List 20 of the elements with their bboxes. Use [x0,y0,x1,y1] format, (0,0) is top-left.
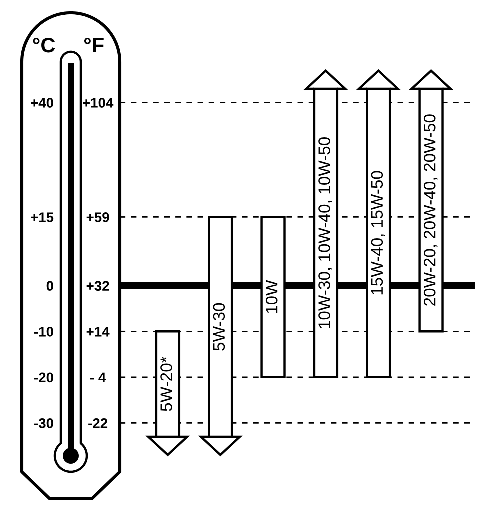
y2-axis-title: °F [84,38,104,52]
y-tick-label: 0 [46,281,54,292]
y2-tick-label: -22 [88,418,108,428]
y-tick-label: -10 [34,327,54,337]
y-tick-label: +15 [31,212,54,222]
y2-tick-label: +14 [86,327,110,337]
x-tick-label: 10W-30, 10W-40, 10W-50 [318,138,332,328]
x-tick-label: 15W-40, 15W-50 [371,171,386,295]
y2-tick-label: +104 [83,98,114,108]
y2-tick-label: - 4 [90,372,106,382]
x-tick-label: 10W [266,280,278,314]
y-tick-label: -20 [34,372,54,383]
x-tick-label: 5W-30 [213,303,226,351]
y-tick-label: +40 [31,98,54,108]
y2-tick-label: +32 [86,281,110,292]
x-tick-label: 20W-20, 20W-40, 20W-50 [424,114,438,306]
y-axis-title: °C [33,38,56,53]
y2-tick-label: +59 [86,212,110,222]
y-tick-label: -30 [34,418,54,428]
x-tick-label: 5W-20* [160,356,172,412]
